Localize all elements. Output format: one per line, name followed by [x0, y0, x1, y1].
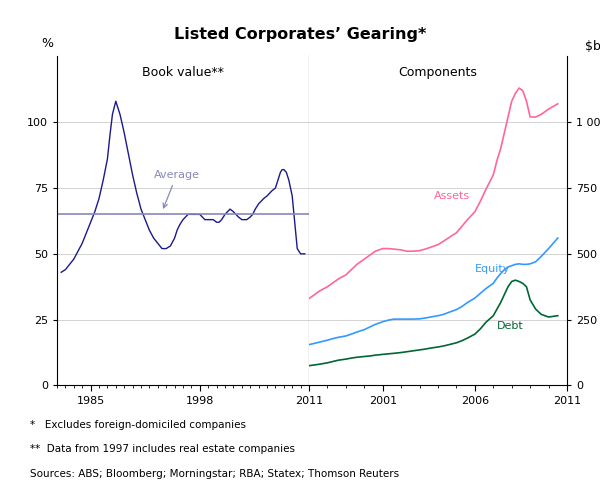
Y-axis label: %: %: [41, 37, 53, 50]
Text: Average: Average: [154, 170, 200, 208]
Text: Equity: Equity: [475, 264, 510, 274]
Text: **  Data from 1997 includes real estate companies: ** Data from 1997 includes real estate c…: [30, 444, 295, 454]
Text: Listed Corporates’ Gearing*: Listed Corporates’ Gearing*: [174, 27, 426, 42]
Text: Sources: ABS; Bloomberg; Morningstar; RBA; Statex; Thomson Reuters: Sources: ABS; Bloomberg; Morningstar; RB…: [30, 469, 399, 479]
Text: Debt: Debt: [497, 321, 524, 331]
Y-axis label: $b: $b: [585, 40, 600, 53]
Text: *   Excludes foreign-domiciled companies: * Excludes foreign-domiciled companies: [30, 420, 246, 430]
Text: Book value**: Book value**: [142, 66, 224, 80]
Text: Assets: Assets: [434, 191, 470, 201]
Text: Components: Components: [398, 66, 478, 80]
